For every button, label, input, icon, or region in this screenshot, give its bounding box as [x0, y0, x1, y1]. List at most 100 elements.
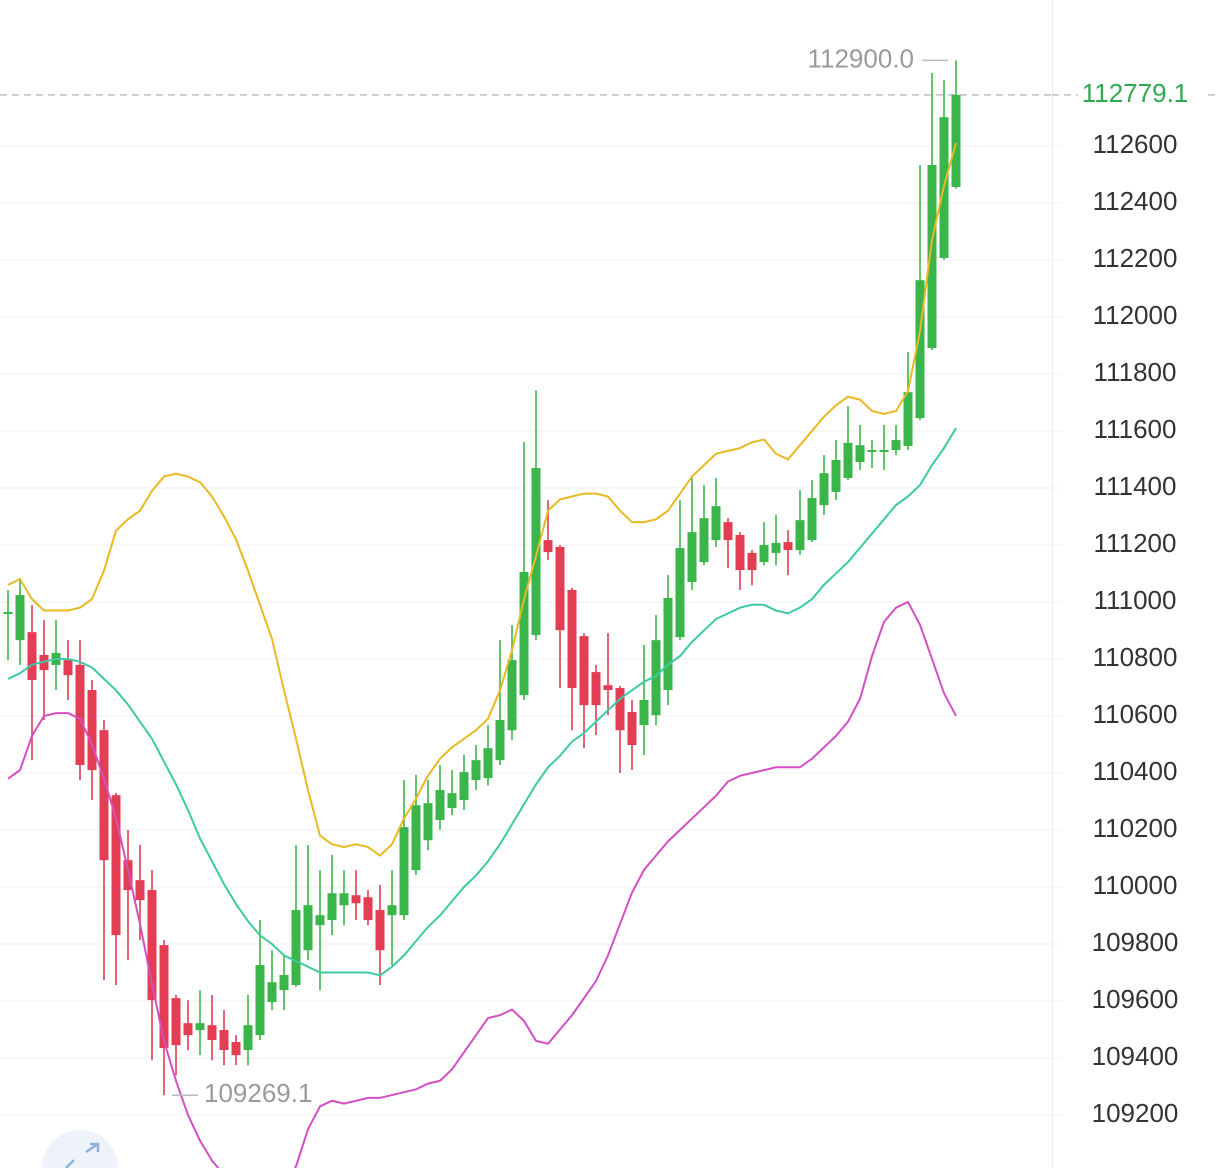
y-tick-label: 109200 — [1092, 1098, 1179, 1128]
candle-body — [159, 945, 169, 1049]
candle-body — [3, 611, 13, 614]
y-tick-label: 111200 — [1094, 528, 1177, 558]
price-axis: 109200 109400 109600 109800 110000 110200 1104… — [1052, 76, 1220, 1128]
candle-body — [519, 572, 529, 696]
candle-body — [411, 805, 421, 871]
candle-body — [195, 1023, 205, 1031]
candle-body — [291, 910, 301, 986]
candle-body — [603, 685, 613, 691]
candle-body — [315, 915, 325, 926]
candle-body — [675, 548, 685, 638]
candle-body — [495, 719, 505, 761]
y-tick-label: 110200 — [1093, 813, 1178, 843]
grid — [0, 145, 1062, 1116]
y-tick-label: 110000 — [1093, 870, 1178, 900]
candle-body — [723, 522, 733, 541]
candle-body — [111, 795, 121, 936]
candle-body — [531, 467, 541, 636]
candle-body — [135, 880, 145, 901]
last-price-bg — [1078, 76, 1208, 113]
candle-body — [879, 450, 889, 453]
candle-body — [255, 965, 265, 1036]
candle-body — [387, 905, 397, 916]
candle-body — [75, 664, 85, 765]
y-tick-label: 112600 — [1093, 129, 1178, 159]
candle-body — [579, 636, 589, 706]
candle-body — [591, 672, 601, 706]
candle-body — [771, 542, 781, 553]
expand-button[interactable] — [42, 1130, 118, 1168]
candle-body — [819, 473, 829, 506]
candle-body — [171, 998, 181, 1046]
candle-body — [951, 94, 961, 187]
indicator-line — [7, 427, 957, 977]
candle-body — [507, 660, 517, 731]
y-tick-label: 112200 — [1093, 243, 1178, 273]
candle-body — [903, 392, 913, 447]
y-tick-label: 110400 — [1093, 756, 1178, 786]
candle-body — [891, 440, 901, 451]
candle-body — [807, 497, 817, 541]
candle-body — [543, 540, 553, 553]
y-tick-label: 111400 — [1094, 471, 1177, 501]
candle-body — [339, 893, 349, 906]
candle-body — [627, 711, 637, 746]
candle-body — [711, 506, 721, 541]
candle-body — [615, 688, 625, 731]
candle-body — [231, 1042, 241, 1056]
candle-body — [363, 897, 373, 921]
y-tick-label: 109800 — [1092, 927, 1179, 957]
candle-body — [123, 860, 133, 891]
y-tick-label: 110800 — [1093, 642, 1178, 672]
candle-body — [699, 518, 709, 563]
candle-body — [927, 165, 937, 349]
candle-body — [279, 975, 289, 991]
candle-body — [855, 445, 865, 463]
candle-body — [303, 905, 313, 951]
candle-body — [831, 460, 841, 492]
annotation-label: 112900.0 — [807, 43, 914, 73]
candle-body — [423, 803, 433, 841]
candle-body — [243, 1025, 253, 1051]
y-tick-label: 112000 — [1093, 300, 1178, 330]
candle-body — [63, 660, 73, 676]
candle-body — [435, 790, 445, 820]
candle-body — [219, 1030, 229, 1051]
candle-body — [99, 730, 109, 861]
candle-body — [27, 632, 37, 681]
candle-body — [735, 534, 745, 571]
candle-body — [459, 772, 469, 801]
candle-body — [783, 542, 793, 551]
y-tick-label: 112400 — [1093, 186, 1178, 216]
y-tick-label: 111800 — [1094, 357, 1177, 387]
y-tick-label: 109600 — [1092, 984, 1179, 1014]
candle-body — [747, 552, 757, 571]
y-tick-label: 111000 — [1094, 585, 1177, 615]
candle-body — [15, 595, 25, 641]
candle-body — [483, 748, 493, 779]
candle-body — [87, 690, 97, 771]
plot-area: 112900.0 109269.1 — [0, 43, 1052, 1168]
candle-body — [351, 895, 361, 904]
annotation-label: 109269.1 — [204, 1078, 312, 1108]
y-tick-label: 110600 — [1093, 699, 1178, 729]
last-price-label: 112779.1 — [1082, 78, 1189, 108]
candle-body — [147, 890, 157, 1001]
candle-body — [207, 1025, 217, 1041]
candle-body — [651, 640, 661, 716]
y-tick-label: 111600 — [1094, 414, 1177, 444]
candle-body — [375, 910, 385, 951]
candle-body — [471, 760, 481, 781]
candle-body — [639, 700, 649, 726]
candle-body — [183, 1023, 193, 1036]
candle-body — [447, 793, 457, 809]
candle-body — [567, 589, 577, 689]
candle-body — [915, 280, 925, 419]
candle-body — [795, 520, 805, 551]
candle-body — [399, 827, 409, 916]
candle-body — [663, 597, 673, 691]
candle-body — [843, 442, 853, 478]
y-tick-label: 109400 — [1092, 1041, 1179, 1071]
candle-body — [867, 450, 877, 453]
